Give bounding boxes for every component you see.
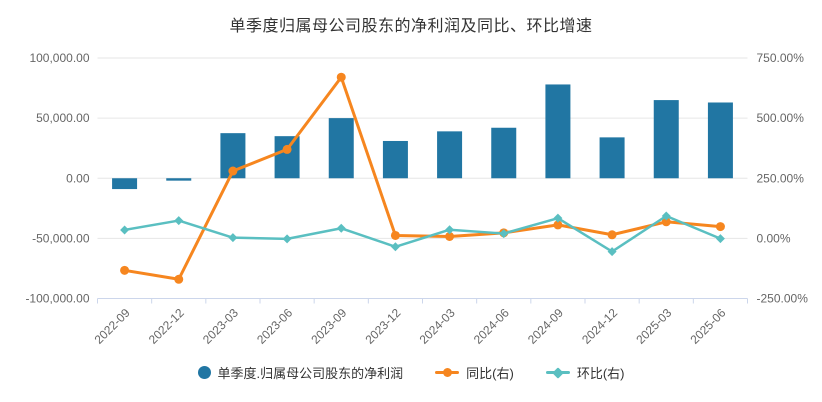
bar-2023-12[interactable]: [382, 140, 408, 179]
x-axis-label: 2025-06: [687, 305, 728, 346]
bar-2024-12[interactable]: [599, 137, 625, 179]
point-环比(右)-2025-03[interactable]: [661, 211, 671, 221]
point-环比(右)-2024-09[interactable]: [553, 213, 563, 223]
point-环比(右)-2024-06[interactable]: [499, 229, 509, 239]
right-axis-tick-label: 750.00%: [757, 51, 805, 65]
x-axis-label: 2022-09: [92, 305, 133, 346]
left-axis-tick-label: -100,000.00: [25, 292, 89, 306]
yoy-line-marker-icon: [435, 368, 460, 377]
point-环比(右)-2023-12[interactable]: [390, 242, 400, 252]
bar-2024-03[interactable]: [437, 131, 463, 179]
right-axis-tick-label: 250.00%: [757, 171, 805, 185]
x-axis-label: 2024-06: [471, 305, 512, 346]
point-环比(右)-2023-06[interactable]: [282, 234, 292, 244]
right-axis-tick-label: 500.00%: [757, 111, 805, 125]
x-axis-label: 2023-12: [362, 305, 403, 346]
bar-2023-09[interactable]: [328, 118, 354, 179]
legend-label-qoq: 环比(右): [576, 366, 625, 381]
point-环比(右)-2023-03[interactable]: [228, 233, 238, 243]
x-axis-label: 2023-03: [200, 305, 241, 346]
bar-2024-09[interactable]: [545, 84, 571, 179]
left-axis-tick-label: 50,000.00: [36, 111, 90, 125]
point-同比(右)-2022-09[interactable]: [120, 265, 130, 275]
point-同比(右)-2022-12[interactable]: [174, 274, 184, 284]
right-axis-tick-label: 0.00%: [757, 231, 791, 245]
point-同比(右)-2025-06[interactable]: [715, 222, 725, 232]
point-同比(右)-2023-06[interactable]: [282, 144, 292, 154]
legend-label-net-profit: 单季度.归属母公司股东的净利润: [217, 366, 404, 381]
bar-series-marker-icon: [197, 366, 211, 379]
point-环比(右)-2024-03[interactable]: [445, 225, 455, 235]
legend-item-net-profit[interactable]: 单季度.归属母公司股东的净利润: [197, 363, 404, 382]
bar-2024-06[interactable]: [491, 127, 517, 179]
point-同比(右)-2024-09[interactable]: [553, 220, 563, 230]
legend-label-yoy: 同比(右): [466, 366, 514, 381]
point-同比(右)-2023-03[interactable]: [228, 166, 238, 176]
left-axis-tick-label: 100,000.00: [29, 51, 89, 65]
x-axis-label: 2023-09: [308, 305, 349, 346]
series-line-同比(右): [124, 75, 721, 281]
x-axis-label: 2024-12: [579, 305, 620, 346]
chart-title: 单季度归属母公司股东的净利润及同比、环比增速: [229, 18, 593, 35]
x-axis-label: 2024-09: [525, 305, 566, 346]
legend-item-qoq[interactable]: 环比(右): [545, 363, 625, 382]
qoq-line-marker-icon: [545, 366, 570, 379]
x-axis-label: 2022-12: [146, 305, 187, 346]
x-axis-label: 2023-06: [254, 305, 295, 346]
point-环比(右)-2022-12[interactable]: [174, 216, 184, 226]
point-环比(右)-2022-09[interactable]: [120, 225, 130, 235]
point-环比(右)-2023-09[interactable]: [336, 223, 346, 233]
series-line-环比(右): [124, 214, 721, 253]
left-axis-tick-label: -50,000.00: [32, 231, 90, 245]
legend-item-yoy[interactable]: 同比(右): [435, 363, 514, 382]
right-axis-tick-label: -250.00%: [757, 292, 809, 306]
bar-2025-06[interactable]: [707, 102, 733, 179]
bar-2023-06[interactable]: [274, 136, 300, 179]
point-同比(右)-2023-12[interactable]: [390, 230, 400, 240]
point-同比(右)-2025-03[interactable]: [661, 217, 671, 227]
point-环比(右)-2025-06[interactable]: [715, 234, 725, 244]
point-同比(右)-2024-12[interactable]: [607, 230, 617, 240]
bar-2022-12[interactable]: [166, 178, 192, 181]
bar-2022-09[interactable]: [112, 178, 138, 190]
x-axis-label: 2025-03: [633, 305, 674, 346]
bar-2025-03[interactable]: [653, 100, 679, 179]
left-axis-tick-label: 0.00: [66, 171, 90, 185]
x-axis-label: 2024-03: [417, 305, 458, 346]
legend: 单季度.归属母公司股东的净利润 同比(右) 环比(右): [0, 363, 822, 382]
point-同比(右)-2024-03[interactable]: [445, 231, 455, 241]
point-环比(右)-2024-12[interactable]: [607, 247, 617, 257]
point-同比(右)-2023-09[interactable]: [336, 72, 346, 82]
